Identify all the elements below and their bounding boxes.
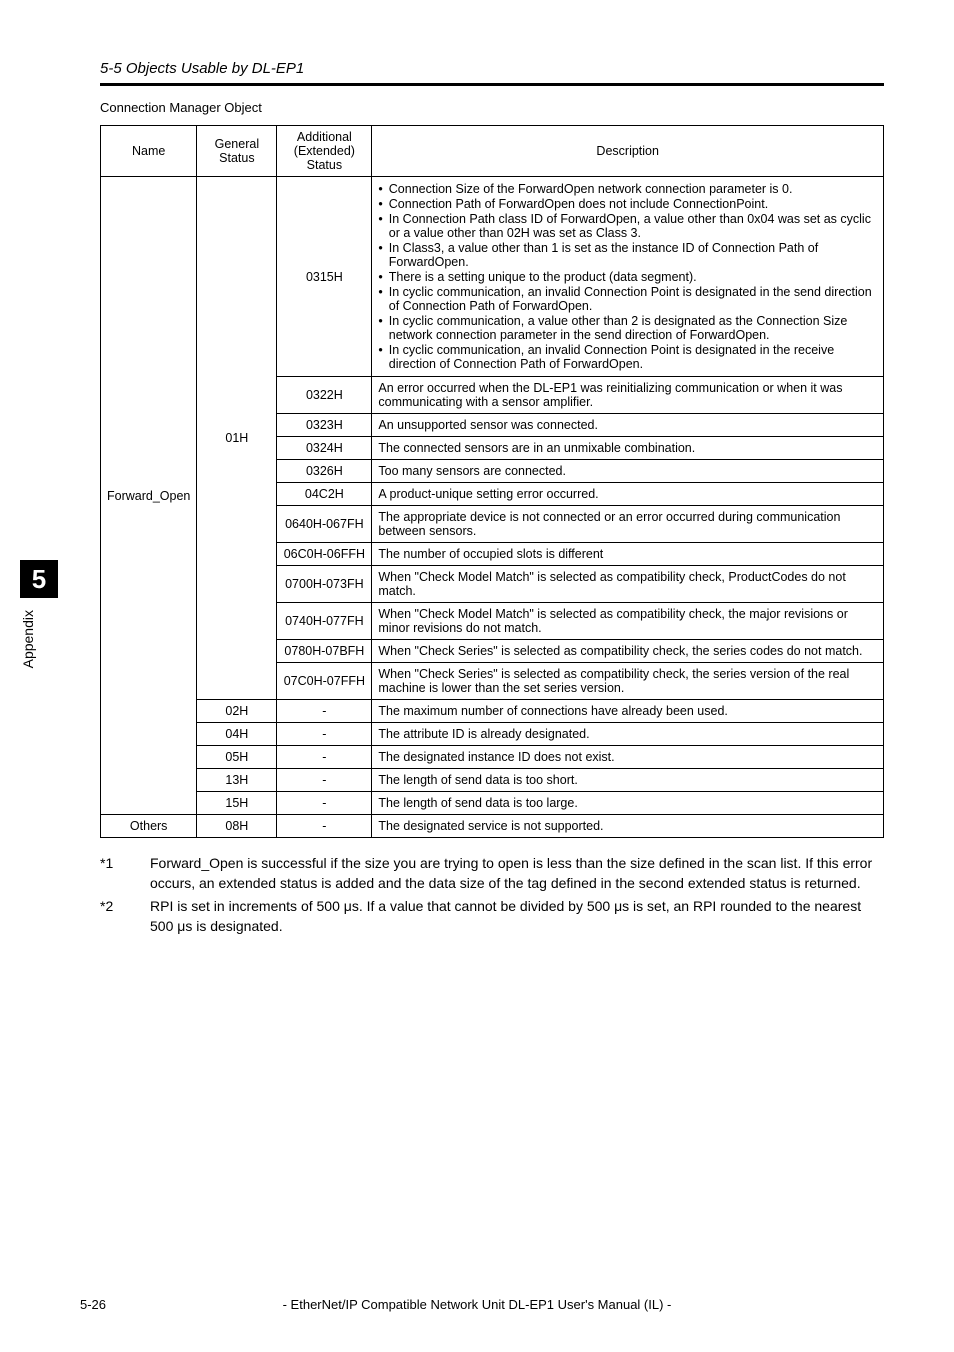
title-rule bbox=[100, 83, 884, 86]
footnotes: *1Forward_Open is successful if the size… bbox=[100, 854, 884, 936]
cell-additional: 0326H bbox=[277, 460, 372, 483]
table-row: Forward_Open01H0315HConnection Size of t… bbox=[101, 177, 884, 377]
cell-description: The number of occupied slots is differen… bbox=[372, 543, 884, 566]
cell-additional: 0324H bbox=[277, 437, 372, 460]
cell-additional: 0640H-067FH bbox=[277, 506, 372, 543]
cell-additional: 0315H bbox=[277, 177, 372, 377]
cell-additional: - bbox=[277, 792, 372, 815]
cell-description: When "Check Series" is selected as compa… bbox=[372, 640, 884, 663]
cell-description: An unsupported sensor was connected. bbox=[372, 414, 884, 437]
cell-general: 08H bbox=[197, 815, 277, 838]
cell-additional: - bbox=[277, 723, 372, 746]
footer-text: - EtherNet/IP Compatible Network Unit DL… bbox=[0, 1297, 954, 1312]
cell-description: Connection Size of the ForwardOpen netwo… bbox=[372, 177, 884, 377]
header-general: General Status bbox=[197, 126, 277, 177]
footnote-tag: *2 bbox=[100, 897, 150, 936]
table-row: 04H-The attribute ID is already designat… bbox=[101, 723, 884, 746]
table-row: 15H-The length of send data is too large… bbox=[101, 792, 884, 815]
cell-name-others: Others bbox=[101, 815, 197, 838]
footnote-tag: *1 bbox=[100, 854, 150, 893]
cell-additional: 0700H-073FH bbox=[277, 566, 372, 603]
cell-description: The length of send data is too large. bbox=[372, 792, 884, 815]
cell-additional: 04C2H bbox=[277, 483, 372, 506]
cell-description: The maximum number of connections have a… bbox=[372, 700, 884, 723]
connection-manager-table: Name General Status Additional (Extended… bbox=[100, 125, 884, 838]
cell-description: When "Check Series" is selected as compa… bbox=[372, 663, 884, 700]
cell-general-01H: 01H bbox=[197, 177, 277, 700]
header-name: Name bbox=[101, 126, 197, 177]
cell-description: The length of send data is too short. bbox=[372, 769, 884, 792]
cell-description: The connected sensors are in an unmixabl… bbox=[372, 437, 884, 460]
cell-description: A product-unique setting error occurred. bbox=[372, 483, 884, 506]
cell-additional: 06C0H-06FFH bbox=[277, 543, 372, 566]
header-description: Description bbox=[372, 126, 884, 177]
cell-description: The designated instance ID does not exis… bbox=[372, 746, 884, 769]
cell-additional: - bbox=[277, 815, 372, 838]
cell-additional: - bbox=[277, 700, 372, 723]
chapter-tab: 5 bbox=[20, 560, 58, 598]
cell-description: When "Check Model Match" is selected as … bbox=[372, 566, 884, 603]
cell-description: The appropriate device is not connected … bbox=[372, 506, 884, 543]
footnote: *2RPI is set in increments of 500 μs. If… bbox=[100, 897, 884, 936]
cell-additional: - bbox=[277, 769, 372, 792]
cell-description: Too many sensors are connected. bbox=[372, 460, 884, 483]
footnote-body: Forward_Open is successful if the size y… bbox=[150, 854, 884, 893]
cell-additional: - bbox=[277, 746, 372, 769]
table-row: Others08H-The designated service is not … bbox=[101, 815, 884, 838]
cell-description: The designated service is not supported. bbox=[372, 815, 884, 838]
cell-general: 04H bbox=[197, 723, 277, 746]
cell-additional: 0323H bbox=[277, 414, 372, 437]
table-row: 02H-The maximum number of connections ha… bbox=[101, 700, 884, 723]
cell-general: 05H bbox=[197, 746, 277, 769]
footnote: *1Forward_Open is successful if the size… bbox=[100, 854, 884, 893]
chapter-side-label: Appendix bbox=[20, 610, 36, 668]
cell-general: 13H bbox=[197, 769, 277, 792]
cell-additional: 0780H-07BFH bbox=[277, 640, 372, 663]
cell-description: When "Check Model Match" is selected as … bbox=[372, 603, 884, 640]
header-additional: Additional (Extended) Status bbox=[277, 126, 372, 177]
cell-additional: 0322H bbox=[277, 377, 372, 414]
cell-general: 15H bbox=[197, 792, 277, 815]
cell-additional: 07C0H-07FFH bbox=[277, 663, 372, 700]
table-row: 13H-The length of send data is too short… bbox=[101, 769, 884, 792]
cell-general: 02H bbox=[197, 700, 277, 723]
table-header-row: Name General Status Additional (Extended… bbox=[101, 126, 884, 177]
cell-description: An error occurred when the DL-EP1 was re… bbox=[372, 377, 884, 414]
cell-description: The attribute ID is already designated. bbox=[372, 723, 884, 746]
cell-name-forward-open: Forward_Open bbox=[101, 177, 197, 815]
object-subtitle: Connection Manager Object bbox=[100, 100, 884, 115]
footnote-body: RPI is set in increments of 500 μs. If a… bbox=[150, 897, 884, 936]
section-title: 5-5 Objects Usable by DL-EP1 bbox=[100, 60, 884, 77]
table-row: 05H-The designated instance ID does not … bbox=[101, 746, 884, 769]
cell-additional: 0740H-077FH bbox=[277, 603, 372, 640]
